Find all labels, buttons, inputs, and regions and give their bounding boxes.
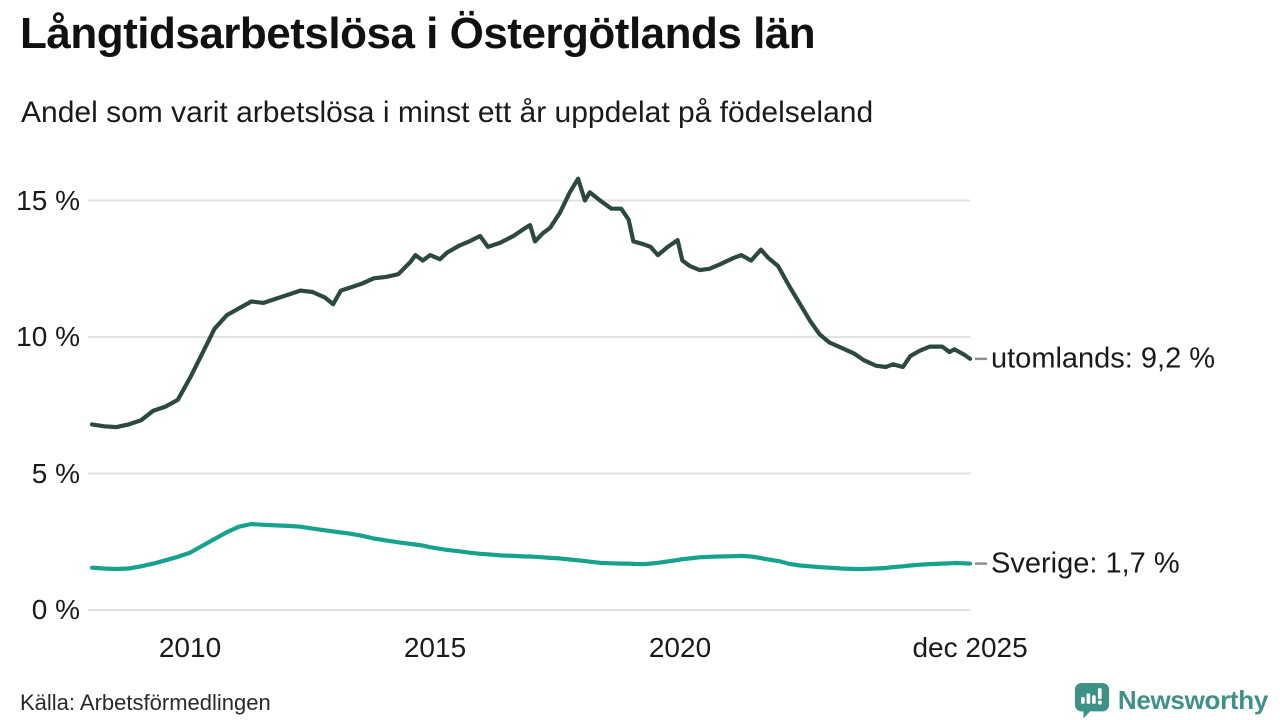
x-axis-tick-dec-2025: dec 2025: [912, 632, 1028, 663]
page-title: Långtidsarbetslösa i Östergötlands län: [20, 9, 816, 58]
x-axis-tick-2010: 2010: [158, 632, 222, 663]
source-credit: Källa: Arbetsförmedlingen: [20, 690, 271, 715]
x-axis-tick-2020: 2020: [648, 632, 712, 663]
newsworthy-brand: Newsworthy: [1073, 682, 1268, 719]
x-axis-tick-2015: 2015: [403, 632, 467, 663]
newsworthy-logo-icon: [1073, 682, 1111, 719]
series-end-label-utomlands: utomlands: 9,2 %: [991, 342, 1216, 375]
y-axis-tick-10: 10 %: [16, 321, 80, 352]
y-axis-tick-15: 15 %: [16, 184, 80, 216]
newsworthy-brand-name: Newsworthy: [1117, 685, 1268, 715]
page-subtitle: Andel som varit arbetslösa i minst ett å…: [21, 96, 874, 129]
y-axis-tick-0: 0 %: [31, 594, 80, 625]
y-axis-tick-5: 5 %: [31, 457, 80, 489]
series-end-label-sverige: Sverige: 1,7 %: [991, 547, 1180, 580]
